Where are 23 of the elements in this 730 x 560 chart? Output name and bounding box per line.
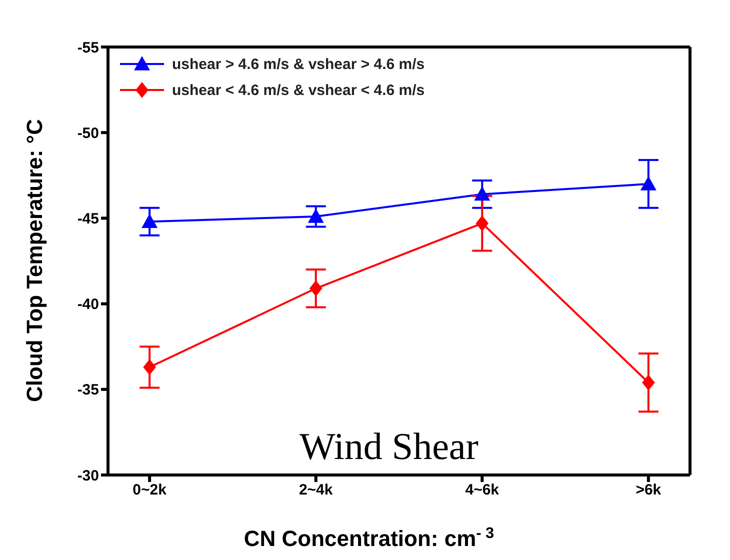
point <box>309 280 322 296</box>
x-tick-label: 4~6k <box>465 482 500 499</box>
x-tick-label: 2~4k <box>298 482 334 499</box>
point <box>642 374 655 391</box>
point <box>476 215 489 232</box>
y-tick-label: -55 <box>77 39 99 56</box>
y-axis-title: Cloud Top Temperature: °C <box>22 118 47 402</box>
x-tick-label: >6k <box>636 482 662 499</box>
point <box>143 359 156 376</box>
y-tick-label: -30 <box>77 467 99 484</box>
x-tick-label: 0~2k <box>132 482 168 499</box>
point <box>474 186 490 201</box>
y-tick-label: -40 <box>77 296 99 314</box>
point <box>640 176 656 190</box>
legend-label: ushear < 4.6 m/s & vshear < 4.6 m/s <box>172 82 425 99</box>
legend-label: ushear > 4.6 m/s & vshear > 4.6 m/s <box>172 56 425 73</box>
point <box>308 208 324 223</box>
y-tick-label: -50 <box>77 124 99 142</box>
annotation: Wind Shear <box>300 426 479 468</box>
x-axis-title: CN Concentration: cm$^{- 3}$ <box>244 524 494 551</box>
y-tick-label: -45 <box>77 210 99 228</box>
y-tick-label: -35 <box>77 382 99 399</box>
point <box>142 214 158 228</box>
